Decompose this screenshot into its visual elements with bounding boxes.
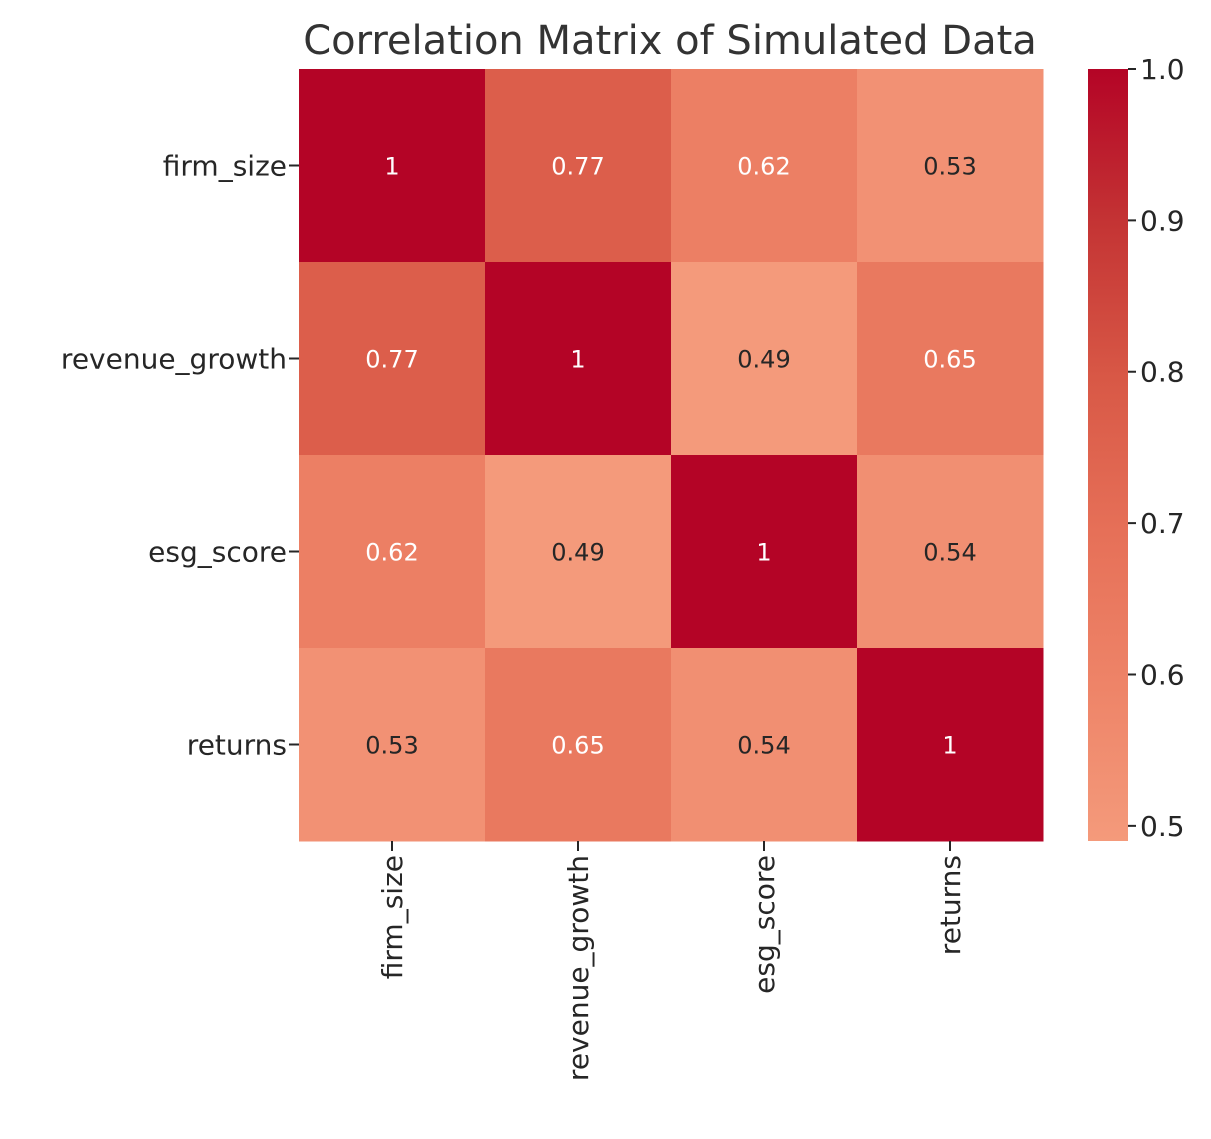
y-tick-label: firm_size <box>163 150 287 183</box>
heatmap-cell-firm_size-esg_score <box>671 69 858 263</box>
cell-value-label: 1 <box>942 732 957 760</box>
heatmap-cell-returns-revenue_growth <box>485 648 672 842</box>
cell-value-label: 0.49 <box>737 346 790 374</box>
colorbar-tick-label: 1.0 <box>1140 53 1185 86</box>
cell-value-label: 1 <box>384 153 399 181</box>
x-tick-label: firm_size <box>376 855 409 979</box>
colorbar-tick-label: 0.9 <box>1140 204 1185 237</box>
heatmap-cell-firm_size-firm_size <box>299 69 486 263</box>
cell-value-label: 0.49 <box>551 539 604 567</box>
heatmap-cell-labels: 1 0.77 0.62 0.53 0.77 1 0.49 0.65 0.62 0.49 1 0.54 0… <box>365 153 976 760</box>
x-axis: firm_size revenue_growth esg_score returns <box>376 841 967 1081</box>
heatmap-cell-revenue_growth-esg_score <box>671 262 858 456</box>
y-tick-label: returns <box>187 729 287 762</box>
heatmap-cell-revenue_growth-firm_size <box>299 262 486 456</box>
colorbar-tick-label: 0.8 <box>1140 356 1185 389</box>
y-tick-label: esg_score <box>148 536 287 569</box>
heatmap-cell-revenue_growth-revenue_growth <box>485 262 672 456</box>
colorbar-scale <box>1088 69 1128 841</box>
heatmap-cell-esg_score-esg_score <box>671 455 858 649</box>
heatmap-cell-firm_size-revenue_growth <box>485 69 672 263</box>
heatmap-cell-esg_score-revenue_growth <box>485 455 672 649</box>
cell-value-label: 0.65 <box>923 346 976 374</box>
heatmap-cell-returns-returns <box>857 648 1044 842</box>
cell-value-label: 0.53 <box>365 732 418 760</box>
heatmap-cell-esg_score-returns <box>857 455 1044 649</box>
cell-value-label: 0.54 <box>737 732 790 760</box>
cell-value-label: 1 <box>756 539 771 567</box>
colorbar: 0.5 0.6 0.7 0.8 0.9 1.0 <box>1088 53 1185 843</box>
chart-title: Correlation Matrix of Simulated Data <box>303 18 1037 64</box>
cell-value-label: 0.62 <box>737 153 790 181</box>
cell-value-label: 0.62 <box>365 539 418 567</box>
colorbar-tick-label: 0.6 <box>1140 658 1185 691</box>
cell-value-label: 0.77 <box>365 346 418 374</box>
cell-value-label: 0.53 <box>923 153 976 181</box>
heatmap-cell-returns-esg_score <box>671 648 858 842</box>
x-tick-label: esg_score <box>748 855 781 994</box>
heatmap-cell-returns-firm_size <box>299 648 486 842</box>
heatmap-cells <box>299 69 1044 842</box>
cell-value-label: 1 <box>570 346 585 374</box>
x-tick-label: revenue_growth <box>562 855 595 1081</box>
heatmap-cell-revenue_growth-returns <box>857 262 1044 456</box>
heatmap-cell-firm_size-returns <box>857 69 1044 263</box>
cell-value-label: 0.54 <box>923 539 976 567</box>
colorbar-tick-label: 0.7 <box>1140 507 1185 540</box>
cell-value-label: 0.77 <box>551 153 604 181</box>
colorbar-tick-label: 0.5 <box>1140 810 1185 843</box>
x-tick-label: returns <box>934 855 967 955</box>
y-tick-label: revenue_growth <box>61 343 287 376</box>
cell-value-label: 0.65 <box>551 732 604 760</box>
heatmap-cell-esg_score-firm_size <box>299 455 486 649</box>
